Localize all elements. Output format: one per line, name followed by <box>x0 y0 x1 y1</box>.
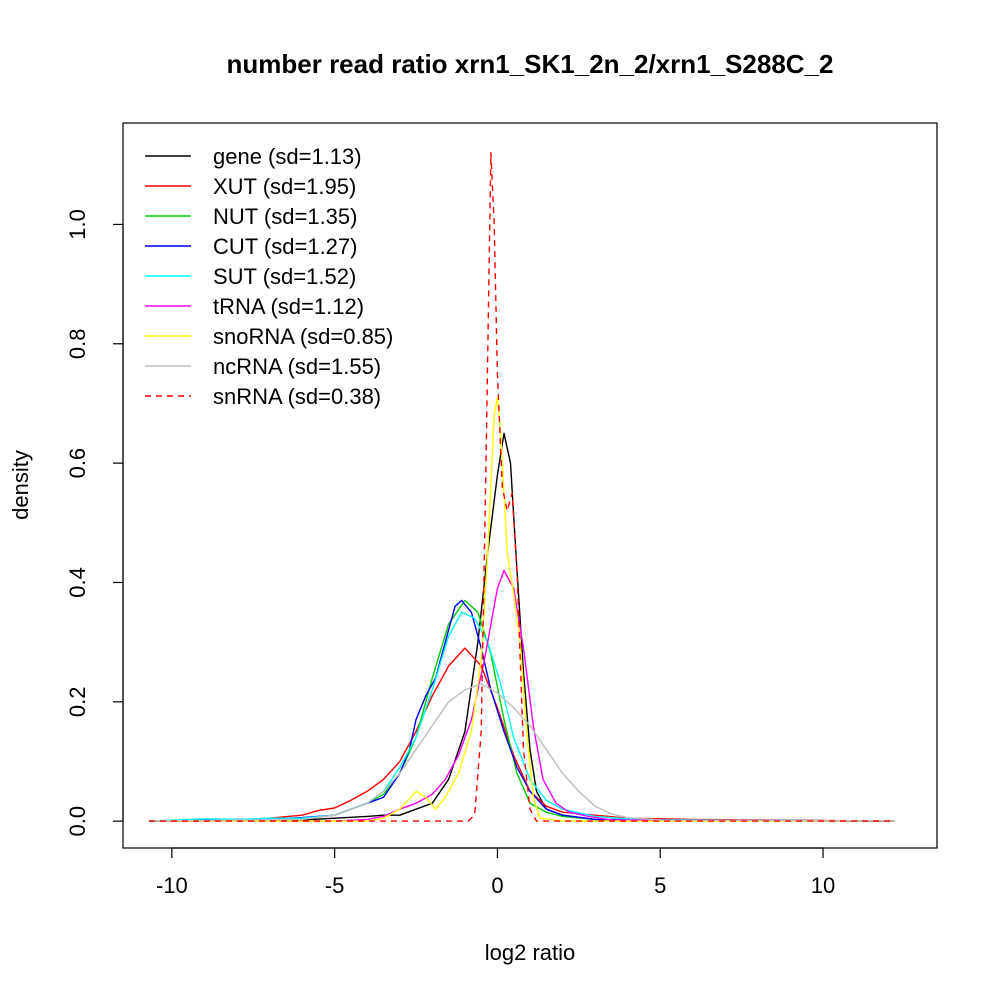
x-tick-label: -10 <box>156 873 188 898</box>
y-tick-label: 0.6 <box>65 448 90 479</box>
series-line-tRNA <box>149 569 895 822</box>
legend-label-gene: gene (sd=1.13) <box>213 144 362 169</box>
legend-label-snRNA: snRNA (sd=0.38) <box>213 384 381 409</box>
legend: gene (sd=1.13) XUT (sd=1.95) NUT (sd=1.35)… <box>145 144 393 409</box>
y-axis: 0.0 0.2 0.4 0.6 0.8 1.0 <box>65 209 124 837</box>
x-axis-label: log2 ratio <box>485 940 576 965</box>
y-axis-label: density <box>8 450 33 520</box>
series-lines <box>148 152 895 822</box>
legend-label-SUT: SUT (sd=1.52) <box>213 264 356 289</box>
series-line-snRNA <box>149 152 895 822</box>
x-tick-label: 5 <box>654 873 666 898</box>
chart-title: number read ratio xrn1_SK1_2n_2/xrn1_S28… <box>227 49 834 79</box>
y-tick-label: 0.4 <box>65 567 90 598</box>
legend-label-CUT: CUT (sd=1.27) <box>213 234 357 259</box>
x-tick-label: -5 <box>325 873 345 898</box>
legend-label-NUT: NUT (sd=1.35) <box>213 204 357 229</box>
plot-frame <box>122 122 938 849</box>
y-tick-label: 1.0 <box>65 209 90 240</box>
series-line-gene <box>148 432 895 822</box>
series-line-snoRNA <box>149 396 895 822</box>
legend-label-ncRNA: ncRNA (sd=1.55) <box>213 354 381 379</box>
y-tick-label: 0.2 <box>65 687 90 718</box>
x-axis: -10 -5 0 5 10 <box>156 847 835 898</box>
y-tick-label: 0.0 <box>65 806 90 837</box>
y-tick-label: 0.8 <box>65 328 90 359</box>
x-tick-label: 0 <box>491 873 503 898</box>
series-line-SUT <box>148 611 895 822</box>
series-line-ncRNA <box>148 683 895 822</box>
legend-label-snoRNA: snoRNA (sd=0.85) <box>213 324 393 349</box>
legend-label-tRNA: tRNA (sd=1.12) <box>213 294 364 319</box>
x-tick-label: 10 <box>811 873 835 898</box>
legend-label-XUT: XUT (sd=1.95) <box>213 174 356 199</box>
series-line-XUT <box>148 647 895 822</box>
